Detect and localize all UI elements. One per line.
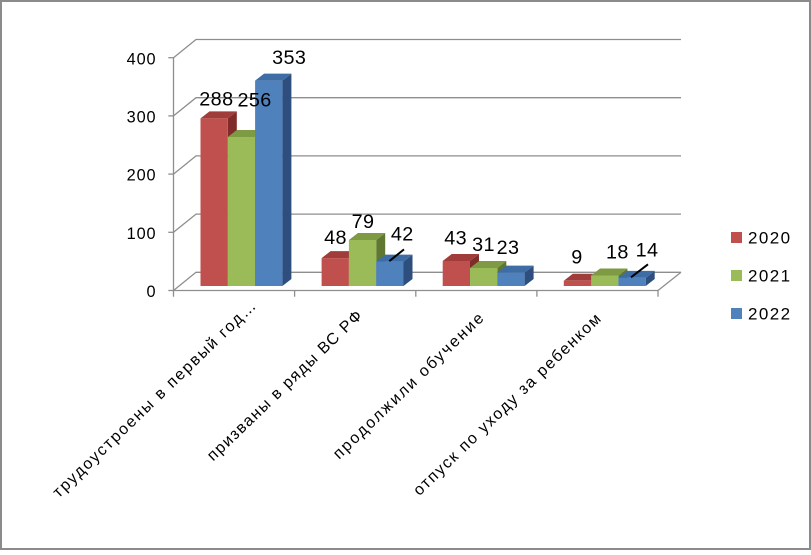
svg-text:100: 100 [127,225,157,243]
svg-text:300: 300 [127,109,157,127]
svg-text:14: 14 [636,239,659,261]
svg-text:2022: 2022 [748,305,791,324]
svg-text:2021: 2021 [748,267,791,286]
svg-text:48: 48 [324,227,347,249]
svg-text:0: 0 [147,283,157,301]
svg-text:42: 42 [391,224,414,246]
svg-text:43: 43 [444,228,467,250]
svg-text:353: 353 [272,47,306,69]
svg-text:200: 200 [127,167,157,185]
svg-text:18: 18 [606,241,629,263]
svg-text:79: 79 [352,211,375,233]
svg-text:400: 400 [127,50,157,68]
svg-text:9: 9 [571,246,582,268]
svg-text:31: 31 [472,234,495,256]
svg-text:23: 23 [497,237,520,259]
svg-text:288: 288 [199,88,233,110]
svg-text:256: 256 [237,90,271,112]
svg-text:2020: 2020 [748,229,791,248]
